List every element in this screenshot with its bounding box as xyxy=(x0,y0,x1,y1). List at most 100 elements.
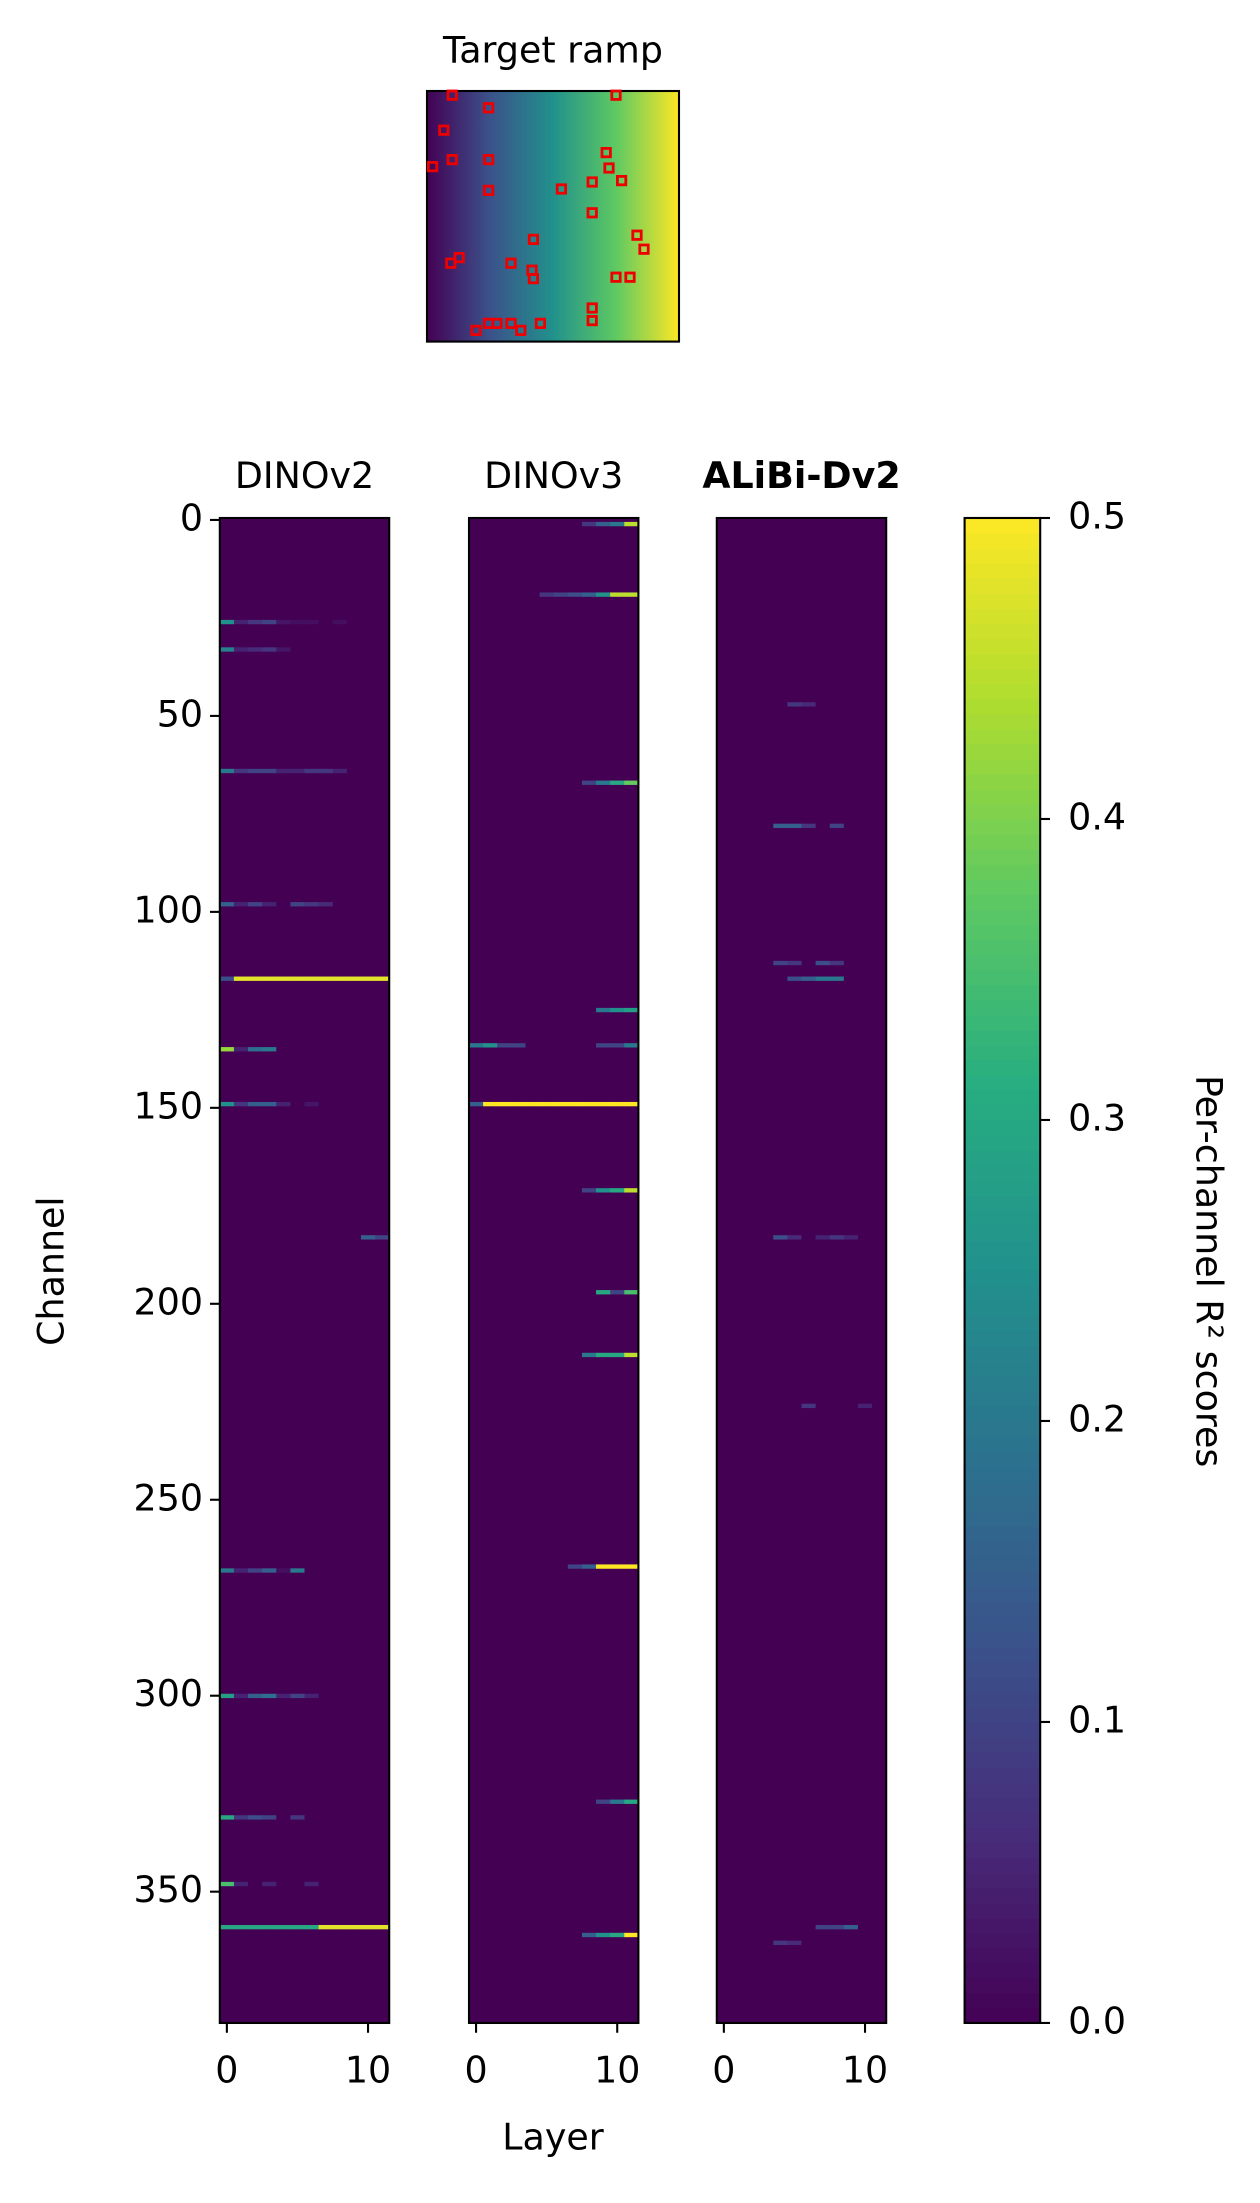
colorbar-segment xyxy=(964,548,1041,564)
heatmap-cell xyxy=(511,521,526,527)
heatmap-cell xyxy=(857,960,873,966)
heatmap-cell xyxy=(276,619,291,625)
heatmap-cell xyxy=(469,1007,484,1013)
heatmap-cell xyxy=(360,619,376,625)
heatmap-cell xyxy=(469,1043,484,1048)
heatmap-cell xyxy=(716,960,732,966)
heatmap-cell xyxy=(346,1881,362,1887)
heatmap-cell xyxy=(829,702,845,707)
heatmap-cell xyxy=(469,1564,484,1569)
heatmap-cell xyxy=(233,1693,249,1699)
heatmap-cell xyxy=(497,1043,512,1048)
heatmap-cell xyxy=(581,1799,597,1804)
heatmap-cell xyxy=(483,1932,498,1938)
heatmap-cell xyxy=(483,521,498,527)
heatmap-cell xyxy=(759,960,774,966)
heatmap-cell xyxy=(857,976,873,981)
heatmap-cell xyxy=(553,592,569,597)
heatmap-cell xyxy=(233,1881,249,1887)
heatmap-cell xyxy=(716,823,732,829)
heatmap-cell xyxy=(759,823,774,829)
heatmap-cell xyxy=(497,521,512,527)
colorbar-tick-label: 0.2 xyxy=(1068,1397,1126,1440)
heatmap-cell xyxy=(262,619,277,625)
heatmap-cell xyxy=(318,976,334,981)
heatmap-cell xyxy=(469,1188,484,1193)
colorbar-segment xyxy=(964,834,1041,850)
heatmap-cell xyxy=(801,823,817,829)
heatmap-cell xyxy=(539,1564,555,1569)
heatmap-cell xyxy=(276,1881,291,1887)
heatmap-cell xyxy=(318,902,334,907)
heatmap-cell xyxy=(332,768,348,774)
heatmap-cell xyxy=(233,1568,249,1573)
heatmap-cell xyxy=(525,1101,541,1107)
heatmap-cell xyxy=(262,1924,277,1930)
heatmap-cell xyxy=(553,1290,569,1295)
y-tick-label: 50 xyxy=(157,692,203,735)
heatmap-cell xyxy=(360,1881,376,1887)
colorbar-segment xyxy=(964,1737,1041,1753)
colorbar-segment xyxy=(964,683,1041,700)
heatmap-cell xyxy=(276,768,291,774)
heatmap-cell xyxy=(511,592,526,597)
heatmap-cell xyxy=(360,976,376,981)
heatmap-cell xyxy=(346,1568,362,1573)
heatmap-cell xyxy=(610,521,625,527)
colorbar-segment xyxy=(964,1511,1041,1528)
heatmap-cell xyxy=(497,1007,512,1013)
heatmap-cell xyxy=(262,1815,277,1820)
heatmap-cell xyxy=(801,702,817,707)
colorbar-segment xyxy=(964,1405,1041,1422)
colorbar-segment xyxy=(964,984,1041,1001)
x-tick-label: 0 xyxy=(712,2048,735,2091)
heatmap-cell xyxy=(581,1007,597,1013)
heatmap-cell xyxy=(610,1799,625,1804)
colorbar-segment xyxy=(964,1526,1041,1543)
heatmap-cell xyxy=(469,1101,484,1107)
heatmap-cell xyxy=(610,1352,625,1358)
colorbar-segment xyxy=(964,1706,1041,1723)
heatmap-cell xyxy=(511,1043,526,1048)
colorbar-segment xyxy=(964,1842,1041,1859)
heatmap-cell xyxy=(375,1047,390,1052)
colorbar-segment xyxy=(964,1285,1041,1302)
heatmap-cell xyxy=(511,1188,526,1193)
heatmap-cell xyxy=(511,1007,526,1013)
colorbar-segment xyxy=(964,1782,1041,1798)
heatmap-cell xyxy=(581,1043,597,1048)
heatmap-cell xyxy=(497,1932,512,1938)
heatmap-cell xyxy=(290,902,305,907)
heatmap-cell xyxy=(483,1007,498,1013)
target-markers xyxy=(427,89,650,336)
heatmap-cell xyxy=(332,647,348,652)
heatmap-cell xyxy=(304,1815,320,1820)
heatmap-cell xyxy=(843,1940,859,1945)
colorbar-segment xyxy=(964,1721,1041,1738)
heatmap-cell xyxy=(375,1235,390,1240)
heatmap-cell xyxy=(511,1352,526,1358)
colorbar-segment xyxy=(964,939,1041,956)
heatmap-cell xyxy=(262,1235,277,1240)
heatmap-cell xyxy=(233,976,249,981)
heatmap-cell xyxy=(525,1564,541,1569)
heatmap-cell xyxy=(248,902,263,907)
colorbar-tick-label: 0.4 xyxy=(1068,795,1126,838)
heatmap-cell xyxy=(787,1235,802,1240)
colorbar-segment xyxy=(964,1420,1041,1437)
heatmap-cell xyxy=(511,1799,526,1804)
heatmap-cell xyxy=(219,768,235,774)
heatmap-cell xyxy=(219,1924,235,1930)
heatmap-cell xyxy=(773,1940,788,1945)
heatmap-cell xyxy=(553,1007,569,1013)
heatmap-cell xyxy=(581,780,597,785)
colorbar-segment xyxy=(964,1992,1041,2009)
heatmap-cell xyxy=(332,1881,348,1887)
y-tick-label: 100 xyxy=(134,888,203,931)
heatmap-cell xyxy=(219,647,235,652)
heatmap-cell xyxy=(730,1924,746,1930)
colorbar-segment xyxy=(964,1255,1041,1272)
colorbar-segment xyxy=(964,1225,1041,1242)
heatmap-cell xyxy=(276,1815,291,1820)
heatmap-cell xyxy=(567,1799,583,1804)
